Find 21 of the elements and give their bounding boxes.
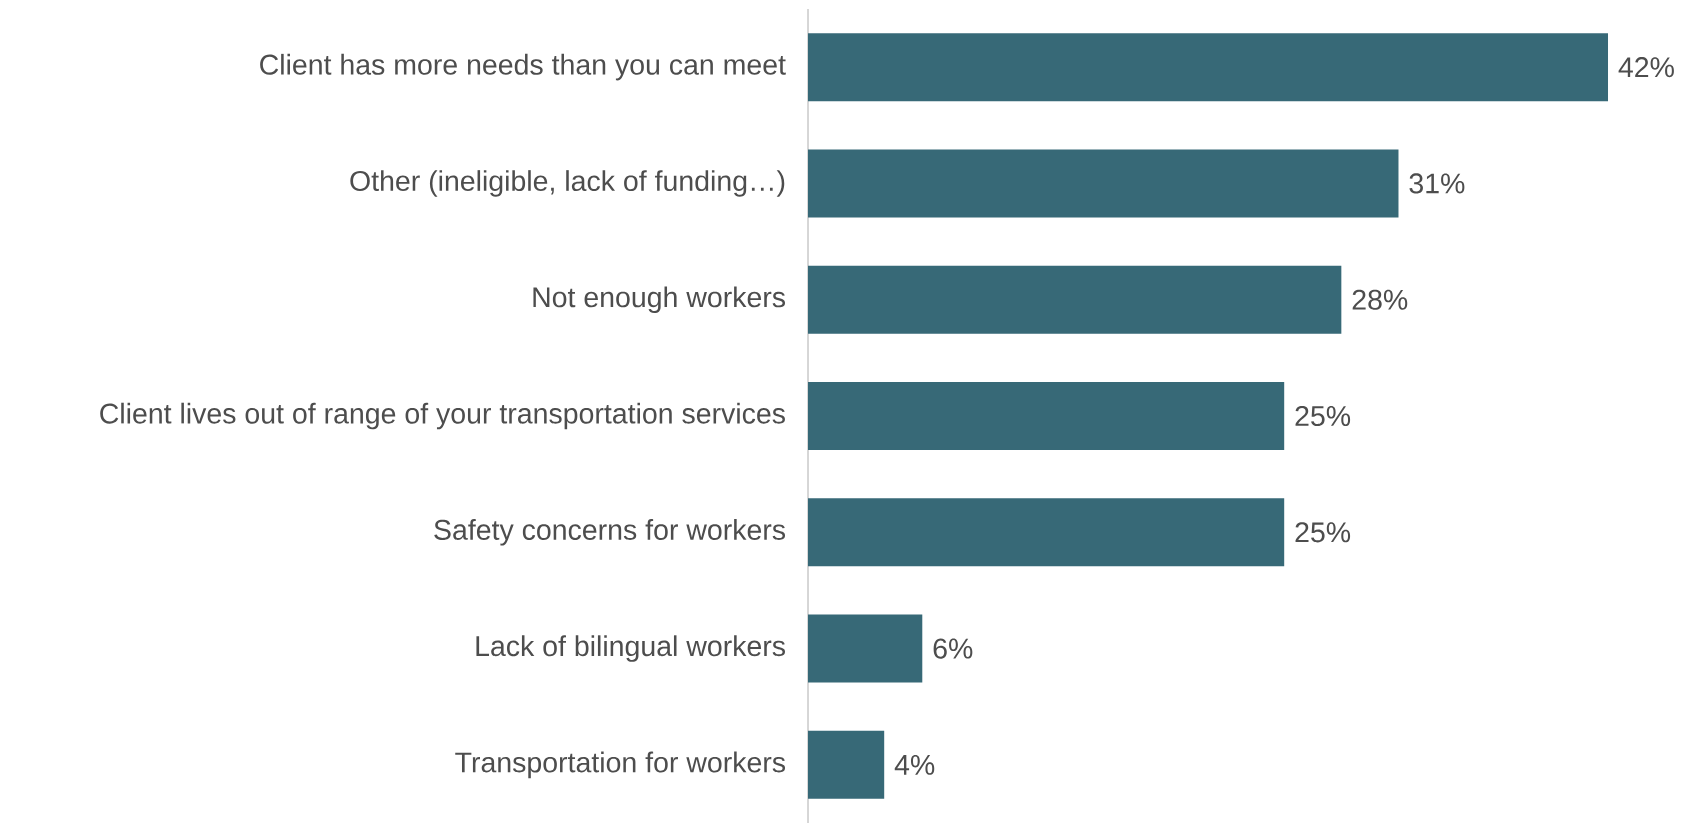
y-tick-label: Safety concerns for workers [434,519,786,546]
data-label: 25% [1295,522,1351,543]
y-tick-label: Lack of bilingual workers [476,635,785,662]
data-label: 28% [1352,289,1408,310]
bar [808,614,923,683]
bar [808,33,1609,102]
data-label: 4% [894,754,935,775]
y-tick-label: Client has more needs than you can meet [260,53,786,81]
data-label: 25% [1295,405,1351,427]
y-tick-label: Client lives out of range of your transportation services [100,402,785,430]
y-tick-label: Transportation for workers [455,751,786,779]
bar [808,730,885,799]
bar [808,149,1399,218]
bar [808,498,1285,567]
y-tick-label: Other (ineligible, lack of funding…) [350,170,785,197]
data-label: 6% [933,638,973,659]
bar [808,265,1342,334]
bar [808,382,1285,451]
data-label: 42% [1618,57,1674,78]
y-tick-label: Not enough workers [533,286,786,313]
data-label: 31% [1409,173,1465,194]
